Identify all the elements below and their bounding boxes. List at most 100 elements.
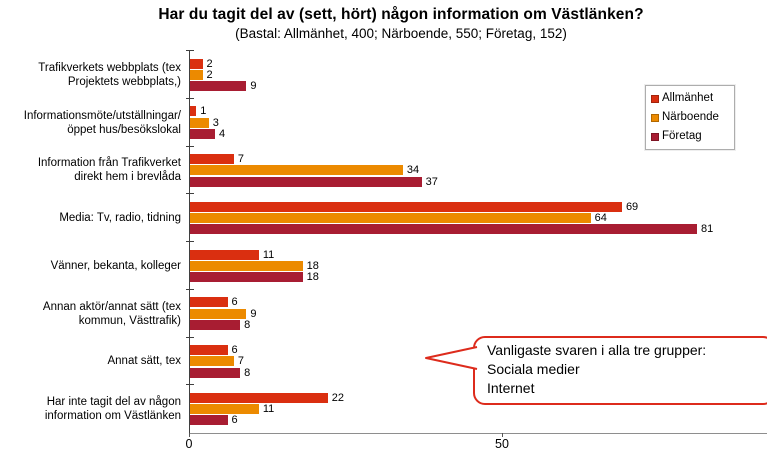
bar-närboende xyxy=(190,404,259,415)
category-label-line: öppet hus/besökslokal xyxy=(67,123,181,136)
category-label: Informationsmöte/utställningar/öppet hus… xyxy=(0,99,183,147)
callout-line: Internet xyxy=(487,380,535,396)
bar-företag xyxy=(190,81,247,92)
category-label-line: Vänner, bekanta, kolleger xyxy=(50,259,181,272)
bar-allmänhet xyxy=(190,345,228,356)
bar-row: 81 xyxy=(190,223,767,236)
category-label-line: Annat sätt, tex xyxy=(107,355,181,368)
bar-närboende xyxy=(190,260,303,271)
bar-value: 2 xyxy=(206,57,213,70)
category-labels: Trafikverkets webbplats (tex Projektets w… xyxy=(0,51,183,433)
bar-företag xyxy=(190,367,241,378)
bar-group: 69 64 81 xyxy=(186,193,767,242)
category-label-line: Projektets webbplats,) xyxy=(67,75,181,88)
bar-value: 69 xyxy=(625,200,639,213)
bar-value: 6 xyxy=(231,414,238,427)
bar-row: 7 xyxy=(190,153,767,166)
bar-group: 11 18 18 xyxy=(186,241,767,290)
category-label: Information från Trafikverket direkt hem … xyxy=(0,147,183,195)
legend-swatch xyxy=(651,132,659,141)
bar-value: 6 xyxy=(231,296,238,309)
category-label: Annan aktör/annat sätt (tex kommun, Västt… xyxy=(0,290,183,338)
bar-value: 9 xyxy=(250,307,257,320)
category-label: Media: Tv, radio, tidning xyxy=(0,194,183,242)
callout-line: Vanligaste svaren i alla tre grupper: xyxy=(487,342,707,358)
bar-row: 2 xyxy=(190,57,767,70)
bar-row: 9 xyxy=(190,307,767,320)
bar-row: 64 xyxy=(190,212,767,225)
bar-value: 18 xyxy=(306,259,319,272)
bar-närboende xyxy=(190,356,234,367)
legend-item: Företag xyxy=(651,130,730,142)
legend-item: Närboende xyxy=(651,111,730,123)
bar-value: 64 xyxy=(594,212,607,225)
bar-närboende xyxy=(190,165,403,176)
bar-value: 22 xyxy=(331,391,344,404)
legend-label: Allmänhet xyxy=(662,92,714,104)
chart-title: Har du tagit del av (sett, hört) någon i… xyxy=(158,6,644,23)
bar-row: 34 xyxy=(190,164,767,177)
legend-label: Närboende xyxy=(662,111,719,123)
bar-allmänhet xyxy=(190,154,234,165)
chart-subtitle: (Bastal: Allmänhet, 400; Närboende, 550;… xyxy=(235,26,567,41)
bar-företag xyxy=(190,272,303,283)
bar-row: 1 xyxy=(190,105,767,118)
bar-row: 6 xyxy=(190,344,767,357)
bar-value: 4 xyxy=(219,127,226,140)
bar-företag xyxy=(190,415,228,426)
x-tick-label: 0 xyxy=(185,437,193,451)
bar-value: 7 xyxy=(237,153,244,166)
category-label: Har inte tagit del av någon information o… xyxy=(0,385,183,433)
legend-swatch xyxy=(651,113,659,122)
legend-item: Allmänhet xyxy=(651,92,730,104)
bar-företag xyxy=(190,319,241,330)
bar-row: 8 xyxy=(190,318,767,331)
bar-row: 2 xyxy=(190,69,767,80)
callout-pointer xyxy=(425,346,478,370)
x-tick-mark xyxy=(501,433,503,437)
category-label-line: Information från Trafikverket xyxy=(37,157,181,170)
bar-group: 22 11 6 xyxy=(186,384,767,433)
category-label-line: Media: Tv, radio, tidning xyxy=(59,212,181,225)
x-tick-mark xyxy=(188,433,190,437)
category-label-line: Har inte tagit del av någon xyxy=(46,396,181,409)
bar-value: 3 xyxy=(212,116,219,129)
bar-row: 18 xyxy=(190,259,767,272)
bar-row: 22 xyxy=(190,391,767,404)
bar-row: 3 xyxy=(190,116,767,129)
bar-row: 9 xyxy=(190,81,767,92)
bar-row: 18 xyxy=(190,271,767,284)
category-label-line: kommun, Västtrafik) xyxy=(78,314,181,327)
bar-row: 11 xyxy=(190,404,767,415)
category-label-line: direkt hem i brevlåda xyxy=(74,171,181,184)
bar-row: 69 xyxy=(190,200,767,213)
bar-allmänhet xyxy=(190,106,197,117)
category-label-line: information om Västlänken xyxy=(44,410,181,423)
bar-value: 8 xyxy=(244,366,251,379)
bar-allmänhet xyxy=(190,392,328,403)
bar-närboende xyxy=(190,308,247,319)
bar-närboende xyxy=(190,213,591,224)
bar-allmänhet xyxy=(190,58,203,69)
bar-value: 6 xyxy=(231,344,238,357)
bar-företag xyxy=(190,128,216,139)
category-label-line: Informationsmöte/utställningar/ xyxy=(23,109,181,122)
bar-value: 8 xyxy=(244,318,251,331)
category-label: Vänner, bekanta, kolleger xyxy=(0,242,183,290)
bar-row: 6 xyxy=(190,296,767,309)
bar-value: 34 xyxy=(406,164,420,177)
bar-value: 1 xyxy=(200,105,207,118)
bar-row: 7 xyxy=(190,356,767,367)
category-label: Trafikverkets webbplats (tex Projektets w… xyxy=(0,51,183,99)
category-label-line: Annan aktör/annat sätt (tex xyxy=(42,300,181,313)
category-label-line: Trafikverkets webbplats (tex xyxy=(38,61,181,74)
bar-närboende xyxy=(190,69,203,80)
category-label: Annat sätt, tex xyxy=(0,338,183,386)
bar-value: 18 xyxy=(306,271,319,284)
bar-row: 4 xyxy=(190,127,767,140)
bar-value: 81 xyxy=(701,223,714,236)
bar-group: 7 34 37 xyxy=(186,145,767,195)
